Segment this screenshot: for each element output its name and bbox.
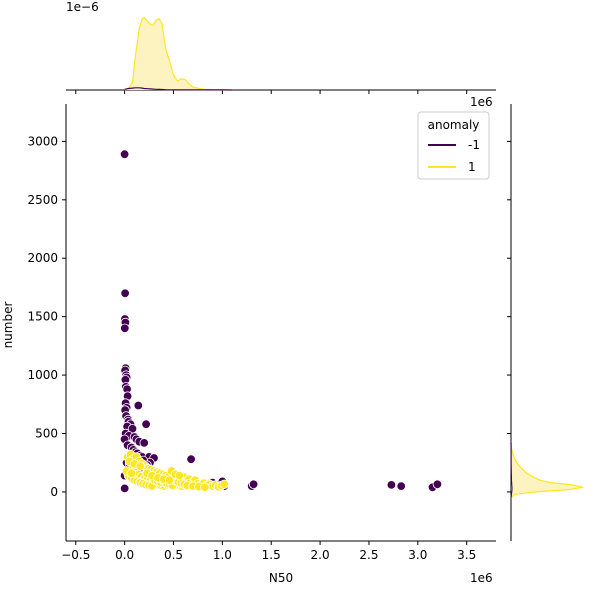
scatter-point-anomaly bbox=[432, 479, 443, 490]
y-tick-label: 500 bbox=[35, 427, 58, 441]
right-density-panel bbox=[507, 104, 584, 541]
scatter-point-anomaly bbox=[133, 400, 144, 411]
scatter-point-anomaly bbox=[120, 288, 130, 299]
top-density-offset-text: 1e−6 bbox=[66, 0, 99, 14]
scatter-point-anomaly bbox=[139, 438, 149, 448]
y-tick-label: 2000 bbox=[27, 251, 58, 265]
y-axis-label: number bbox=[1, 302, 15, 349]
scatter-point-anomaly bbox=[119, 483, 130, 494]
x-tick-label: 0.0 bbox=[115, 548, 134, 562]
top-density-panel bbox=[66, 16, 496, 94]
x-tick-label: 3.0 bbox=[408, 548, 427, 562]
top-density-curve-normal bbox=[124, 16, 233, 91]
y-tick-label: 1000 bbox=[27, 368, 58, 382]
right-density-offset-text: 1e6 bbox=[470, 95, 493, 109]
y-tick-label: 1500 bbox=[27, 310, 58, 324]
scatter-panel: −0.5 0.0 0.5 1.0 1.5 2.0 2.5 3.0 3.5 0 500 1000 1500… bbox=[27, 104, 496, 562]
x-tick-label: 2.5 bbox=[359, 548, 378, 562]
scatter-point-normal bbox=[135, 461, 146, 471]
right-density-curve-normal bbox=[510, 441, 584, 499]
legend-label-normal: 1 bbox=[468, 160, 476, 174]
y-tick-label: 0 bbox=[50, 485, 58, 499]
x-tick-label: 1.5 bbox=[262, 548, 281, 562]
scatter-point-anomaly bbox=[248, 479, 259, 490]
x-axis-label: N50 bbox=[269, 571, 293, 585]
scatter-point-normal bbox=[126, 468, 137, 478]
x-tick-label: −0.5 bbox=[61, 548, 90, 562]
scatter-point-normal bbox=[164, 475, 175, 485]
scatter-point-anomaly bbox=[120, 323, 130, 334]
y-tick-label: 2500 bbox=[27, 193, 58, 207]
scatter-point-anomaly bbox=[119, 149, 130, 159]
scatter-point-anomaly bbox=[386, 480, 397, 490]
top-density-fill-normal bbox=[124, 17, 233, 90]
right-density-curve-anomaly bbox=[510, 441, 513, 498]
x-tick-label: 1.0 bbox=[213, 548, 232, 562]
legend: anomaly -1 1 bbox=[417, 111, 490, 180]
scatter-point-normal bbox=[174, 470, 185, 481]
y-tick-label: 3000 bbox=[27, 134, 58, 148]
legend-title: anomaly bbox=[428, 118, 480, 132]
legend-label-anomaly: -1 bbox=[468, 138, 480, 152]
right-density-fill-normal bbox=[511, 441, 583, 498]
x-tick-label: 0.5 bbox=[164, 548, 183, 562]
scatter-point-normal bbox=[219, 479, 230, 490]
x-tick-label: 2.0 bbox=[311, 548, 330, 562]
scatter-point-anomaly bbox=[141, 419, 151, 429]
x-offset-text: 1e6 bbox=[470, 571, 493, 585]
x-tick-label: 3.5 bbox=[457, 548, 476, 562]
scatter-point-anomaly bbox=[396, 481, 406, 491]
scatter-point-normal bbox=[200, 482, 210, 493]
scatter-point-anomaly bbox=[186, 454, 196, 464]
top-density-curve-anomaly bbox=[124, 87, 233, 91]
